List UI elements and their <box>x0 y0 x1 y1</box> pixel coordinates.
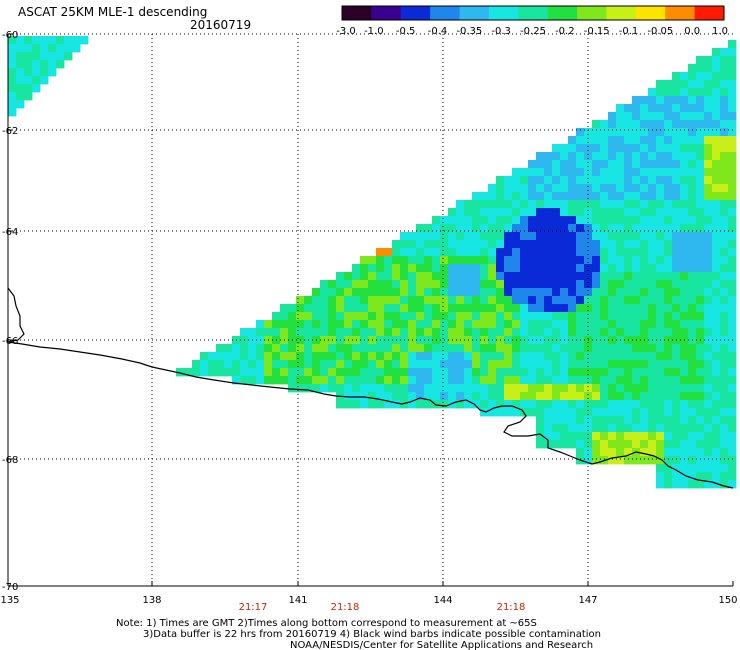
lon-label: 144 <box>433 595 452 606</box>
lon-label: 150 <box>718 595 737 606</box>
colorbar-tick: -3.0 <box>336 26 356 37</box>
colorbar-segment <box>371 6 402 20</box>
colorbar-tick: -0.05 <box>647 26 673 37</box>
colorbar-tick: 0.0 <box>684 26 700 37</box>
lat-label: -62 <box>2 126 18 137</box>
colorbar-segment <box>665 6 696 20</box>
lat-label: -68 <box>2 455 18 466</box>
map-title: ASCAT 25KM MLE-1 descending <box>18 5 207 19</box>
colorbar-tick: -0.5 <box>396 26 416 37</box>
lat-label: -70 <box>2 582 18 593</box>
colorbar-tick: -0.4 <box>428 26 448 37</box>
colorbar-tick: 1.0 <box>712 26 728 37</box>
lat-label: -60 <box>2 30 18 41</box>
lon-label: 147 <box>578 595 597 606</box>
colorbar-segment <box>488 6 519 20</box>
pass-time: 21:18 <box>497 602 526 613</box>
colorbar-segment <box>430 6 461 20</box>
colorbar-segment <box>400 6 431 20</box>
colorbar-tick: -0.15 <box>584 26 610 37</box>
lon-label: 135 <box>0 595 19 606</box>
colorbar-tick: -0.1 <box>619 26 639 37</box>
colorbar-tick: -1.0 <box>364 26 384 37</box>
colorbar-segment <box>577 6 607 20</box>
lon-label: 138 <box>142 595 161 606</box>
colorbar-segment <box>606 6 637 20</box>
colorbar-segment <box>342 6 372 20</box>
colorbar-segment <box>635 6 666 20</box>
colorbar-segment <box>547 6 578 20</box>
note-line-1: Note: 1) Times are GMT 2)Times along bot… <box>116 618 537 629</box>
colorbar-segment <box>694 6 725 20</box>
note-line-2: 3)Data buffer is 22 hrs from 20160719 4)… <box>143 629 601 640</box>
colorbar-tick: -0.35 <box>456 26 482 37</box>
colorbar: -3.0 -1.0 -0.5 -0.4 -0.35 -0.3 -0.25 -0.2 -0.15-… <box>336 5 728 37</box>
note-line-3: NOAA/NESDIS/Center for Satellite Applica… <box>290 640 593 650</box>
data-swath <box>8 36 737 489</box>
colorbar-tick: -0.2 <box>555 26 575 37</box>
lat-label: -64 <box>2 227 18 238</box>
colorbar-segment <box>518 6 549 20</box>
colorbar-tick: -0.3 <box>491 26 511 37</box>
graticule <box>7 33 734 587</box>
pass-time: 21:17 <box>239 602 268 613</box>
lat-label: -66 <box>2 336 18 347</box>
colorbar-tick: -0.25 <box>520 26 546 37</box>
coastline-west <box>7 287 25 343</box>
lon-label: 141 <box>288 595 307 606</box>
map-date: 20160719 <box>190 18 251 32</box>
pass-time: 21:18 <box>331 602 360 613</box>
coastline <box>7 341 734 489</box>
colorbar-segment <box>459 6 490 20</box>
